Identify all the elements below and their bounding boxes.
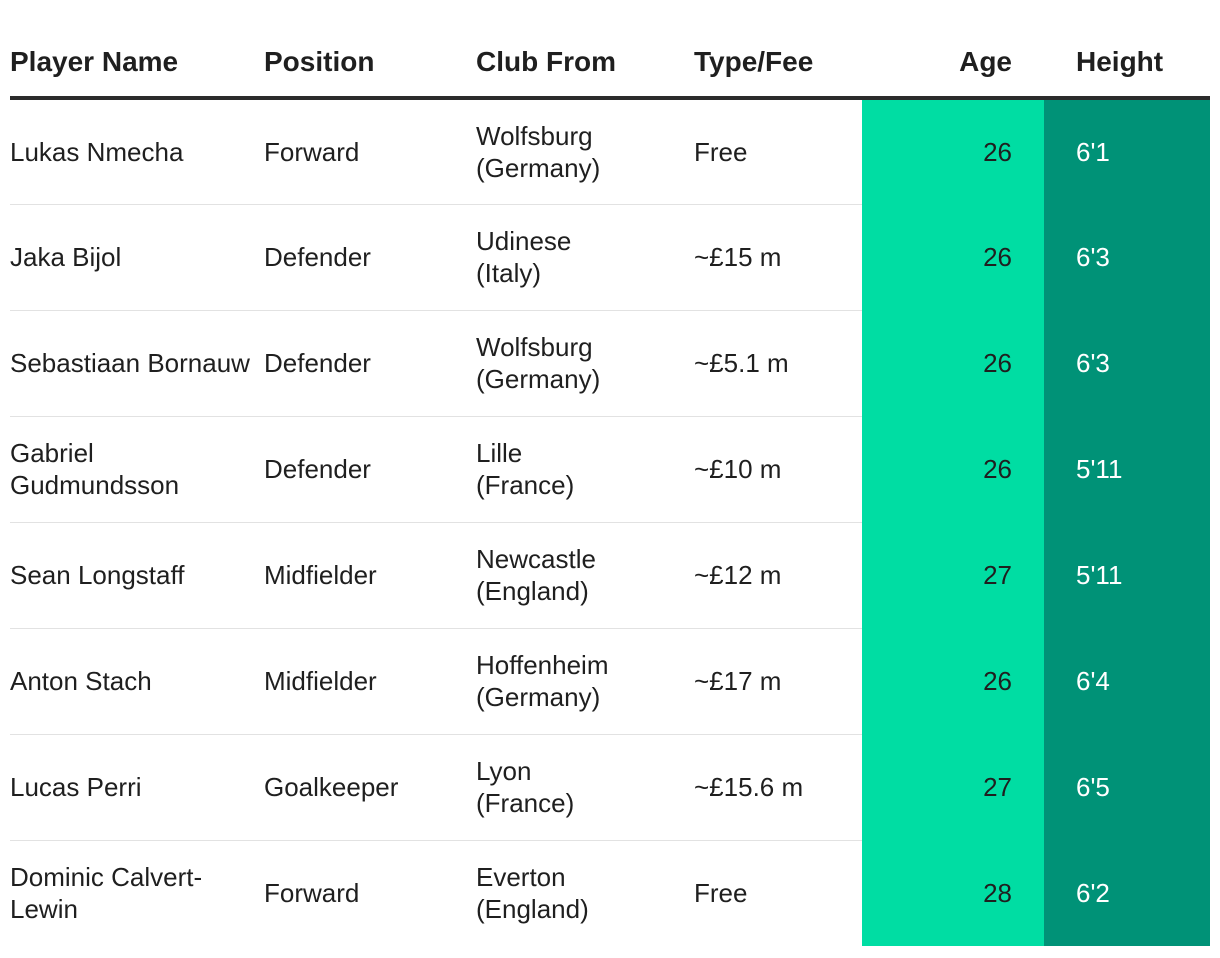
header-position[interactable]: Position	[264, 28, 476, 100]
cell-age: 28	[862, 840, 1044, 946]
cell-position: Midfielder	[264, 522, 476, 629]
cell-height: 6'5	[1044, 734, 1210, 840]
header-player-name[interactable]: Player Name	[10, 28, 264, 100]
cell-type-fee: Free	[694, 98, 862, 205]
club-country: (Italy)	[476, 258, 541, 288]
cell-type-fee: ~£15.6 m	[694, 734, 862, 841]
cell-position: Defender	[264, 416, 476, 523]
club-name: Lille	[476, 438, 523, 468]
cell-height: 6'4	[1044, 628, 1210, 734]
club-name: Everton	[476, 862, 566, 893]
cell-age: 26	[862, 416, 1044, 522]
table-row: Lucas Perri Goalkeeper Lyon (France) ~£15.6 …	[10, 734, 1210, 841]
header-height[interactable]: Height	[1044, 28, 1210, 100]
cell-height: 6'1	[1044, 98, 1210, 204]
table-row: Sean Longstaff Midfielder Newcastle (Englan…	[10, 522, 1210, 629]
cell-club-from: Lyon (France)	[476, 734, 694, 841]
club-country: (Germany)	[476, 682, 601, 712]
cell-age: 26	[862, 628, 1044, 734]
cell-player-name: Sebastiaan Bornauw	[10, 310, 264, 417]
cell-type-fee: ~£15 m	[694, 204, 862, 311]
club-name: Wolfsburg	[476, 332, 593, 362]
club-name: Hoffenheim	[476, 650, 609, 680]
cell-age: 26	[862, 98, 1044, 204]
club-country: (France)	[476, 470, 575, 500]
club-country: (France)	[476, 788, 575, 818]
cell-position: Forward	[264, 98, 476, 205]
table-row: Dominic Calvert-Lewin Forward Everton (Engl…	[10, 840, 1210, 946]
cell-height: 6'3	[1044, 310, 1210, 416]
club-country: (Germany)	[476, 364, 601, 394]
cell-position: Goalkeeper	[264, 734, 476, 841]
cell-age: 26	[862, 310, 1044, 416]
cell-height: 5'11	[1044, 522, 1210, 628]
table-body: Lukas Nmecha Forward Wolfsburg (Germany) Fre…	[10, 98, 1210, 946]
transfers-table: Player Name Position Club From Type/Fee …	[10, 28, 1210, 946]
cell-player-name: Lukas Nmecha	[10, 98, 264, 205]
cell-player-name: Sean Longstaff	[10, 522, 264, 629]
cell-type-fee: ~£17 m	[694, 628, 862, 735]
club-country: (England)	[476, 576, 589, 606]
table-row: Lukas Nmecha Forward Wolfsburg (Germany) Fre…	[10, 98, 1210, 205]
cell-age: 26	[862, 204, 1044, 310]
cell-player-name: Jaka Bijol	[10, 204, 264, 311]
club-name: Udinese	[476, 226, 572, 256]
cell-club-from: Wolfsburg (Germany)	[476, 98, 694, 205]
cell-height: 5'11	[1044, 416, 1210, 522]
cell-type-fee: ~£5.1 m	[694, 310, 862, 417]
cell-age: 27	[862, 734, 1044, 840]
cell-position: Forward	[264, 878, 360, 909]
header-club-from[interactable]: Club From	[476, 28, 694, 100]
table-row: Sebastiaan Bornauw Defender Wolfsburg (Germ…	[10, 310, 1210, 417]
cell-club-from: Newcastle (England)	[476, 522, 694, 629]
club-country: (England)	[476, 894, 589, 925]
header-age[interactable]: Age	[862, 28, 1044, 100]
cell-player-name: Gabriel Gudmundsson	[10, 416, 264, 523]
cell-height: 6'3	[1044, 204, 1210, 310]
cell-age: 27	[862, 522, 1044, 628]
table-header-row: Player Name Position Club From Type/Fee …	[10, 28, 1210, 100]
table-row: Jaka Bijol Defender Udinese (Italy) ~£15 m 26…	[10, 204, 1210, 311]
cell-type-fee: ~£12 m	[694, 522, 862, 629]
cell-player-name: Dominic Calvert-Lewin	[10, 862, 203, 925]
cell-height: 6'2	[1044, 840, 1210, 946]
cell-type-fee: Free	[694, 878, 748, 909]
transfers-table-container: Player Name Position Club From Type/Fee …	[10, 28, 1210, 946]
club-name: Wolfsburg	[476, 120, 593, 151]
cell-club-from: Hoffenheim (Germany)	[476, 628, 694, 735]
header-type-fee[interactable]: Type/Fee	[694, 28, 862, 100]
cell-player-name: Anton Stach	[10, 628, 264, 735]
table-row: Anton Stach Midfielder Hoffenheim (Germany)…	[10, 628, 1210, 735]
cell-club-from: Everton (England)	[476, 840, 694, 946]
cell-position: Defender	[264, 204, 476, 311]
cell-position: Midfielder	[264, 628, 476, 735]
cell-club-from: Wolfsburg (Germany)	[476, 310, 694, 417]
club-name: Newcastle	[476, 544, 596, 574]
table-row: Gabriel Gudmundsson Defender Lille (France)…	[10, 416, 1210, 523]
cell-club-from: Udinese (Italy)	[476, 204, 694, 311]
cell-club-from: Lille (France)	[476, 416, 694, 523]
club-name: Lyon	[476, 756, 532, 786]
cell-position: Defender	[264, 310, 476, 417]
club-country: (Germany)	[476, 152, 601, 183]
cell-player-name: Lucas Perri	[10, 734, 264, 841]
cell-type-fee: ~£10 m	[694, 416, 862, 523]
